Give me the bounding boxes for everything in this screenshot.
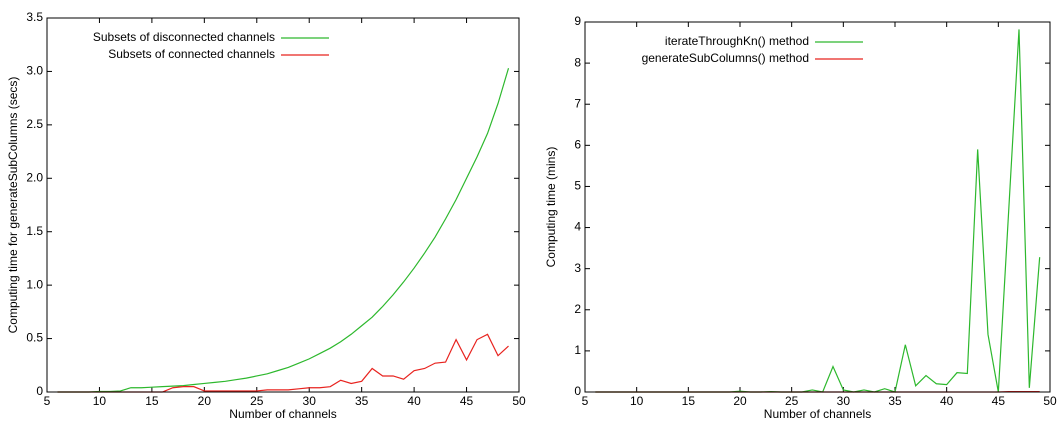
x-tick-label: 20: [733, 394, 747, 408]
x-tick-label: 30: [303, 394, 317, 408]
x-tick-label: 45: [992, 394, 1006, 408]
legend-label: Subsets of connected channels: [108, 47, 275, 61]
x-tick-label: 50: [1043, 394, 1057, 408]
x-axis-label: Number of channels: [764, 407, 871, 421]
y-tick-label: 7: [574, 96, 581, 110]
y-tick-label: 1: [574, 343, 581, 357]
x-tick-label: 5: [582, 394, 589, 408]
data-line: [57, 333, 509, 393]
x-tick-label: 10: [630, 394, 644, 408]
x-tick-label: 40: [940, 394, 954, 408]
x-tick-label: 15: [145, 394, 159, 408]
y-tick-label: 2.5: [26, 117, 43, 131]
x-tick-label: 5: [44, 394, 51, 408]
y-axis-label: Computing time (mins): [544, 147, 558, 268]
x-tick-label: 10: [93, 394, 107, 408]
y-tick-label: 3.5: [26, 10, 43, 24]
y-tick-label: 2: [574, 302, 581, 316]
y-tick-label: 9: [574, 14, 581, 28]
x-tick-label: 20: [198, 394, 212, 408]
legend-label: Subsets of disconnected channels: [93, 30, 275, 44]
y-tick-label: 1.5: [26, 224, 43, 238]
x-tick-label: 15: [682, 394, 696, 408]
legend-label: generateSubColumns() method: [642, 51, 809, 65]
y-tick-label: 2.0: [26, 170, 43, 184]
x-tick-label: 25: [250, 394, 264, 408]
y-tick-label: 0: [36, 384, 43, 398]
x-tick-label: 35: [888, 394, 902, 408]
x-tick-label: 40: [407, 394, 421, 408]
y-axis-label: Computing time for generateSubColumns (s…: [6, 77, 20, 334]
x-tick-label: 50: [512, 394, 526, 408]
data-line: [57, 68, 510, 393]
y-tick-label: 3: [574, 261, 581, 275]
x-tick-label: 45: [460, 394, 474, 408]
y-tick-label: 0: [574, 384, 581, 398]
y-tick-label: 8: [574, 55, 581, 69]
y-tick-label: 5: [574, 179, 581, 193]
x-tick-label: 35: [355, 394, 369, 408]
y-tick-label: 4: [574, 220, 581, 234]
x-tick-label: 25: [785, 394, 799, 408]
legend-label: iterateThroughKn() method: [665, 34, 809, 48]
x-axis-label: Number of channels: [229, 407, 336, 421]
y-tick-label: 6: [574, 138, 581, 152]
y-tick-label: 1.0: [26, 277, 43, 291]
y-tick-label: 0.5: [26, 331, 43, 345]
plot-frame: [584, 21, 1051, 393]
plot-frame: [46, 17, 520, 393]
data-line: [595, 29, 1041, 393]
x-tick-label: 30: [837, 394, 851, 408]
y-tick-label: 3.0: [26, 64, 43, 78]
